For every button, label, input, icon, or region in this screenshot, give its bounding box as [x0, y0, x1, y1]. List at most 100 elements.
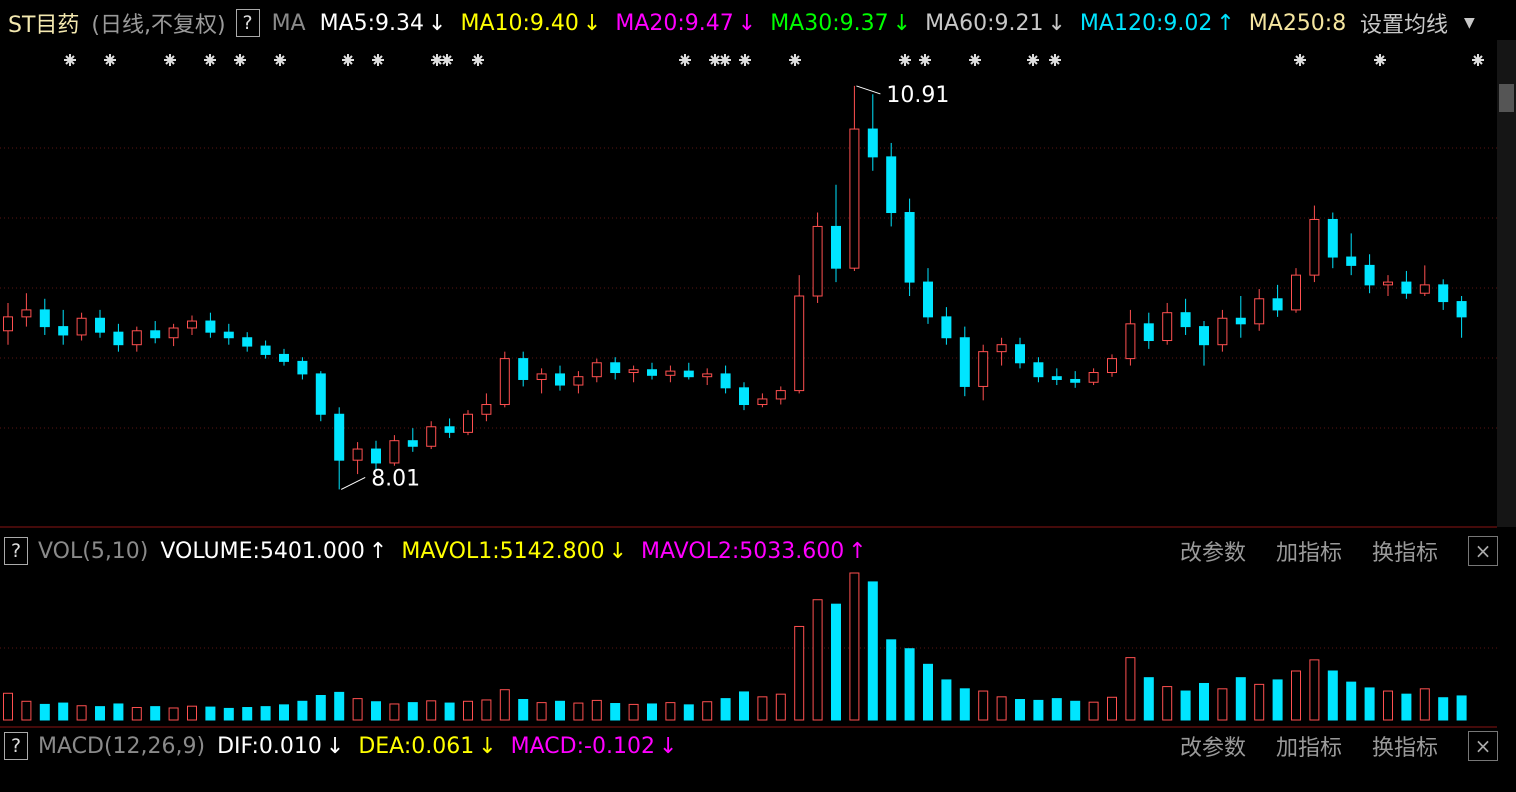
settings[interactable]: 设置均线 ▼: [1358, 6, 1481, 40]
candle-body: [168, 327, 179, 339]
price-annotation: 10.91: [886, 83, 949, 108]
volume-bar: [1364, 687, 1375, 721]
volume-bar: [242, 707, 253, 721]
signal-marker: [679, 54, 691, 66]
symbol: ST目药: [8, 13, 80, 38]
indicator-value: MAVOL1:5142.800: [401, 538, 605, 564]
volume-bar: [1272, 679, 1283, 721]
volume-bar: [647, 703, 657, 721]
volume-bar: [996, 696, 1007, 721]
candle-body: [1199, 326, 1209, 346]
candle-body: [628, 369, 639, 374]
candle-body: [665, 370, 676, 376]
volume-bar: [168, 707, 179, 721]
volume-bar: [1162, 686, 1173, 721]
candle-body: [1272, 298, 1283, 311]
panel-button[interactable]: 加指标: [1275, 736, 1342, 761]
panel-button[interactable]: 改参数: [1179, 541, 1246, 566]
volume-bar: [1419, 688, 1430, 721]
candle-body: [720, 373, 731, 389]
candle-body: [58, 326, 69, 336]
volume-bar: [3, 692, 13, 721]
indicator-value: MAVOL2:5033.600: [641, 538, 845, 564]
volume-bar: [444, 702, 455, 721]
candle-body: [187, 320, 197, 329]
help[interactable]: ?: [4, 537, 28, 565]
candle-body: [481, 404, 492, 415]
candle-body: [1070, 378, 1081, 383]
volume-bar: [1327, 670, 1338, 721]
candle-body: [775, 390, 786, 400]
signal-marker: [441, 54, 453, 66]
candle-body: [315, 373, 326, 415]
panel-button[interactable]: 改参数: [1179, 736, 1246, 761]
ma-arrow: ↓: [892, 10, 912, 36]
candle-body: [1107, 358, 1117, 374]
candle-body: [867, 128, 878, 158]
signal-marker: [342, 54, 354, 66]
panel-buttons: 改参数 加指标 换指标 ×: [1180, 730, 1498, 762]
close-button[interactable]: ×: [1468, 536, 1498, 566]
volume-bar: [591, 699, 602, 721]
candle-body: [279, 353, 289, 362]
close-button[interactable]: ×: [1468, 731, 1498, 761]
candle-body: [739, 387, 749, 406]
signal-marker: [709, 54, 721, 66]
panel-button[interactable]: 加指标: [1275, 541, 1342, 566]
candle-body: [260, 345, 271, 355]
ma-value: MA60:9.21: [925, 10, 1044, 36]
indicator-arrow: ↓: [608, 538, 628, 564]
volume-bar: [1291, 670, 1301, 721]
volume-bar: [1125, 657, 1136, 721]
volume-bar: [223, 707, 234, 721]
volume-bar: [1217, 688, 1228, 721]
volume-bar: [573, 702, 584, 721]
candle-body: [1033, 362, 1044, 378]
panel-button[interactable]: 换指标: [1371, 541, 1438, 566]
candle-body: [113, 331, 124, 346]
volume-bar: [58, 702, 69, 721]
volume-bar: [610, 703, 621, 721]
volume-bar: [1051, 698, 1062, 721]
signal-marker: [1049, 54, 1061, 66]
candle-body: [389, 440, 400, 464]
candle-body: [1438, 284, 1449, 303]
candle-body: [647, 369, 657, 376]
panel-button[interactable]: 换指标: [1371, 736, 1438, 761]
volume-bar: [499, 689, 510, 721]
candle-body: [1125, 323, 1136, 360]
macd-header: ? MACD(12,26,9) DIF:0.010 ↓ DEA:0.061 ↓ MACD:-…: [0, 729, 1516, 763]
ma-arrow: ↓: [737, 10, 757, 36]
volume-bar: [1143, 677, 1154, 721]
volume-bar: [352, 698, 363, 721]
ma-arrow: ↓: [582, 10, 602, 36]
volume-bar: [1456, 695, 1467, 721]
ma-value: MA10:9.40: [460, 10, 579, 36]
candle-body: [444, 426, 455, 433]
candle-body: [39, 309, 50, 328]
candle-body: [499, 358, 510, 406]
signal-marker: [372, 54, 384, 66]
volume-bar: [389, 703, 400, 721]
help[interactable]: ?: [4, 732, 28, 760]
candle-body: [573, 376, 584, 386]
volume-bar: [187, 705, 197, 721]
signal-marker: [431, 54, 443, 66]
volume-bar: [334, 691, 345, 721]
volume-bar: [555, 700, 565, 721]
volume-bar: [518, 699, 529, 721]
scrollbar-thumb[interactable]: [1499, 84, 1514, 112]
annotation-arrow: [856, 85, 881, 95]
settings-label[interactable]: 设置均线: [1360, 13, 1449, 38]
volume-bar: [1015, 699, 1025, 721]
scrollbar[interactable]: [1497, 40, 1516, 527]
volume-bar: [1401, 693, 1412, 721]
help[interactable]: ?: [235, 9, 260, 37]
candle-body: [831, 225, 841, 269]
volume-bar: [426, 700, 437, 721]
period: (日线,不复权): [91, 13, 226, 38]
volume-bar: [205, 706, 216, 721]
volume-bar: [702, 701, 713, 721]
ma-value: MA20:9.47: [615, 10, 734, 36]
ma-value: MA250:8: [1248, 10, 1347, 36]
